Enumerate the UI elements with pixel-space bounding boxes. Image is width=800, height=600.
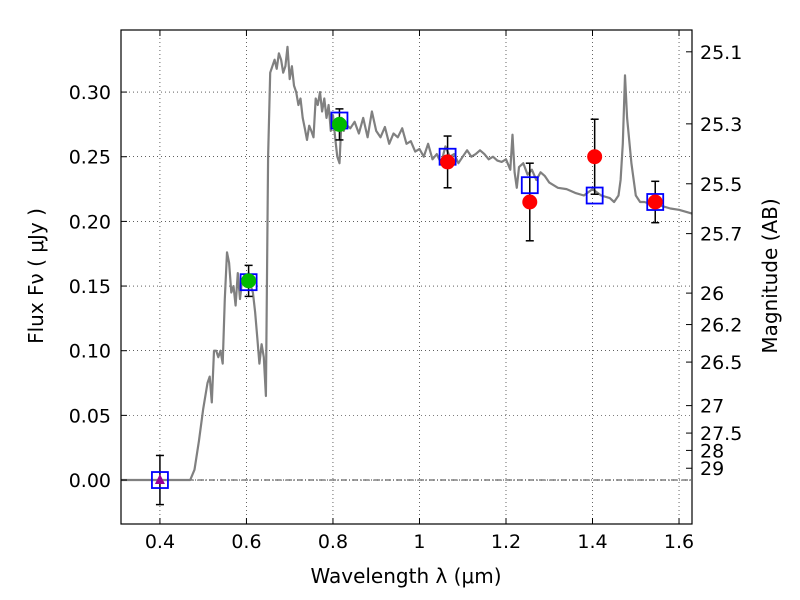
observed-flux-point — [241, 273, 257, 289]
x-tick-label: 0.8 — [318, 531, 348, 553]
x-tick-label: 0.6 — [231, 531, 261, 553]
magnitude-tick-label: 26 — [700, 283, 724, 305]
model-photometry-point — [520, 176, 539, 195]
x-axis-label: Wavelength λ (μm) — [310, 564, 501, 588]
magnitude-tick-label: 27 — [700, 396, 724, 418]
y-tick-label: 0.05 — [69, 405, 111, 427]
model-photometry-point — [646, 193, 665, 211]
x-tick-label: 1.6 — [664, 531, 694, 553]
x-tick-label: 1.2 — [491, 531, 521, 553]
observed-flux-point — [522, 194, 538, 210]
magnitude-tick-label: 26.2 — [700, 315, 742, 337]
model-photometry-point — [585, 186, 604, 205]
observed-flux-point — [331, 116, 347, 132]
y-axis-label: Flux Fν ( μJy ) — [24, 208, 48, 344]
plot-frame — [120, 29, 693, 525]
model-photometry-point — [151, 471, 169, 489]
magnitude-tick-label: 29 — [700, 458, 724, 480]
magnitude-axis-label: Magnitude (AB) — [758, 198, 782, 353]
y-tick-label: 0.20 — [69, 211, 111, 233]
x-tick-label: 0.4 — [145, 531, 175, 553]
magnitude-tick-label: 25.7 — [700, 224, 742, 246]
y-tick-label: 0.15 — [69, 276, 111, 298]
x-axis-ticks: 0.4 0.6 0.8 1 1.2 1.4 1.6 — [145, 30, 694, 553]
data-points — [151, 108, 665, 506]
y-axis-ticks: 0.00 0.05 0.10 0.15 0.20 0.25 0.30 — [69, 82, 127, 492]
y-tick-label: 0.00 — [69, 470, 111, 492]
magnitude-tick-label: 25.3 — [700, 114, 742, 136]
magnitude-tick-label: 25.1 — [700, 42, 742, 64]
x-tick-label: 1 — [413, 531, 425, 553]
observed-flux-point — [587, 149, 603, 165]
y-tick-label: 0.25 — [69, 147, 111, 169]
upper-limit-point — [154, 474, 165, 485]
magnitude-tick-label: 28 — [700, 440, 724, 462]
magnitude-tick-label: 26.5 — [700, 352, 742, 374]
x-tick-label: 1.4 — [577, 531, 607, 553]
magnitude-tick-label: 27.5 — [700, 423, 742, 445]
y-tick-label: 0.30 — [69, 82, 111, 104]
y-tick-label: 0.10 — [69, 341, 111, 363]
observed-flux-point — [440, 154, 456, 170]
observed-flux-point — [647, 194, 663, 210]
magnitude-tick-label: 25.5 — [700, 174, 742, 196]
